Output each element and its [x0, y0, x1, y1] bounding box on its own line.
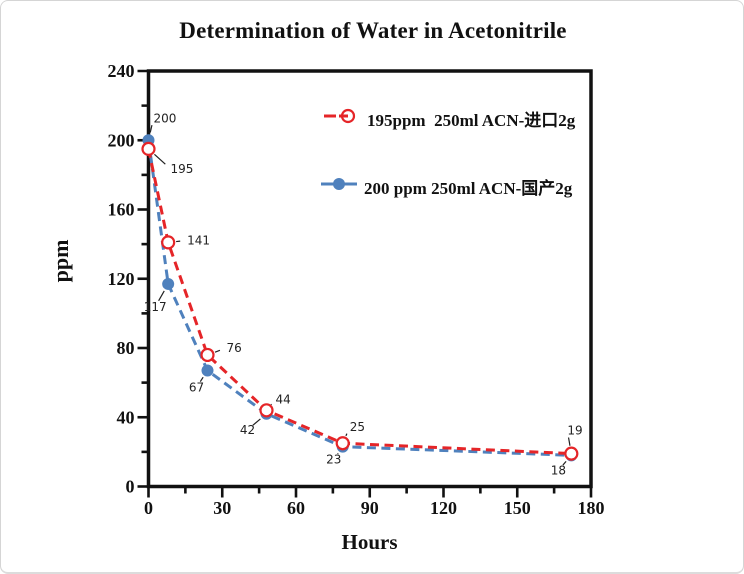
leader-line — [149, 124, 153, 133]
y-axis-title: ppm — [48, 239, 73, 283]
data-point-label: 67 — [189, 381, 204, 395]
leader-line — [252, 418, 261, 426]
x-tick-label: 120 — [430, 498, 457, 518]
plot-border — [146, 69, 593, 489]
y-axis-ticks: 0 40 80 120 160 200 240 — [108, 61, 149, 497]
data-point-label: 44 — [276, 392, 291, 406]
leader-line — [199, 376, 204, 382]
series-markers-0 — [141, 141, 579, 461]
data-point-label: 141 — [187, 233, 210, 247]
series-point-labels-1: 200 117 67 42 23 18 — [144, 111, 567, 477]
leader-line — [158, 290, 165, 302]
series-line-1 — [147, 140, 572, 457]
leader-line — [154, 153, 166, 165]
y-tick-label: 80 — [117, 338, 135, 358]
x-axis-ticks: 0 30 60 90 120 150 180 — [144, 486, 605, 518]
data-point-marker — [162, 277, 175, 290]
legend-label: 200 ppm 250ml ACN-国产2g — [364, 179, 573, 198]
x-tick-label: 30 — [213, 498, 231, 518]
y-tick-label: 240 — [108, 61, 135, 81]
x-tick-label: 180 — [578, 498, 605, 518]
chart-title: Determination of Water in Acetonitrile — [179, 18, 567, 43]
legend-label: 195ppm 250ml ACN-进口2g — [367, 111, 576, 130]
open-circle-dashed-line-icon — [323, 105, 363, 132]
filled-circle-line-icon — [320, 173, 360, 200]
x-tick-label: 90 — [361, 498, 379, 518]
legend-item-domestic: 200 ppm 250ml ACN-国产2g — [320, 173, 572, 200]
x-tick-label: 150 — [504, 498, 531, 518]
data-point-label: 200 — [154, 111, 177, 125]
y-tick-label: 40 — [117, 407, 135, 427]
data-point-marker — [564, 446, 579, 461]
data-point-marker — [161, 235, 176, 250]
y-tick-label: 200 — [108, 130, 135, 150]
data-point-label: 18 — [551, 463, 566, 477]
data-point-label: 25 — [350, 420, 365, 434]
leader-line — [562, 460, 567, 466]
data-point-label: 42 — [240, 423, 255, 437]
data-point-label: 76 — [227, 341, 242, 355]
data-point-marker — [259, 403, 274, 418]
x-tick-label: 0 — [144, 498, 153, 518]
data-point-marker — [335, 436, 350, 451]
x-axis-title: Hours — [341, 530, 398, 554]
leader-line — [345, 433, 348, 437]
data-point-label: 195 — [171, 162, 194, 176]
x-tick-label: 60 — [287, 498, 305, 518]
data-point-marker — [141, 141, 156, 157]
y-tick-label: 0 — [126, 477, 135, 497]
leader-line — [214, 349, 221, 353]
data-point-marker — [200, 347, 215, 363]
leader-line — [567, 437, 571, 446]
data-point-label: 23 — [326, 453, 341, 467]
series-line-0 — [147, 148, 572, 456]
y-tick-label: 120 — [108, 269, 135, 289]
y-tick-label: 160 — [108, 200, 135, 220]
data-point-label: 117 — [144, 300, 167, 314]
series-point-labels-0: 195 141 76 44 25 19 — [154, 153, 583, 446]
legend-item-imported: 195ppm 250ml ACN-进口2g — [323, 105, 575, 132]
data-point-marker — [201, 364, 214, 377]
data-point-label: 19 — [567, 424, 582, 438]
